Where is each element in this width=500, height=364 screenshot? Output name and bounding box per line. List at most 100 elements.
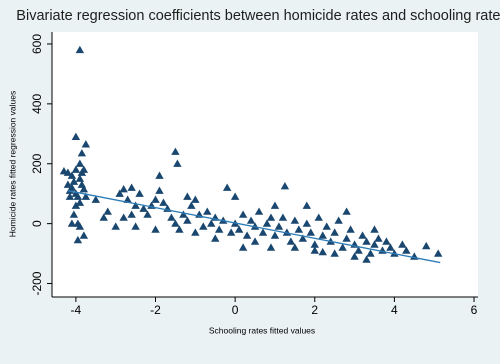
point [310, 240, 319, 248]
point [71, 132, 81, 140]
point [230, 192, 240, 200]
x-tick-label: 2 [311, 303, 318, 317]
y-axis-title: Homicide rates fitted regression values [7, 91, 17, 237]
point [81, 140, 91, 148]
point [63, 168, 73, 176]
point [433, 249, 443, 257]
point [390, 249, 399, 257]
point [135, 189, 144, 197]
point [302, 201, 312, 209]
x-tick-label: 0 [232, 303, 239, 317]
point [119, 185, 128, 193]
point [103, 207, 112, 215]
point [79, 185, 89, 193]
point [314, 213, 323, 221]
point [250, 222, 260, 230]
point [242, 231, 252, 239]
point [250, 237, 260, 245]
point [342, 207, 351, 215]
chart-title: Bivariate regression coefficients betwee… [16, 8, 500, 24]
point [71, 201, 81, 209]
point [310, 246, 319, 254]
point [75, 222, 85, 230]
point [191, 228, 200, 236]
point [338, 243, 347, 251]
point [75, 198, 85, 206]
point [294, 225, 304, 233]
point [318, 231, 327, 239]
point [330, 228, 339, 236]
point [342, 234, 351, 242]
point [398, 240, 407, 248]
point [354, 246, 363, 254]
y-tick-label: -200 [30, 271, 44, 295]
point [386, 243, 395, 251]
point [73, 235, 83, 244]
point [215, 225, 224, 233]
point [246, 216, 256, 224]
point [207, 219, 216, 227]
point [358, 231, 367, 239]
point [75, 45, 85, 54]
point [362, 237, 371, 245]
point [254, 207, 264, 215]
point [179, 210, 188, 218]
point [203, 207, 212, 215]
point [115, 189, 124, 197]
point [266, 213, 276, 221]
y-tick-label: 400 [30, 94, 44, 114]
point [131, 222, 140, 230]
point [63, 180, 73, 188]
point [370, 225, 379, 233]
point [171, 219, 180, 227]
x-tick-label: 4 [391, 303, 398, 317]
point [286, 237, 296, 245]
point [151, 225, 160, 233]
point [151, 195, 160, 203]
y-tick-label: 200 [30, 153, 44, 173]
point [73, 192, 83, 200]
x-axis-title: Schooling rates fitted values [209, 325, 315, 335]
point [159, 198, 168, 206]
point [155, 186, 164, 194]
point [330, 249, 339, 257]
point [270, 201, 280, 209]
point [402, 246, 411, 254]
point [266, 243, 276, 251]
point [65, 192, 75, 200]
point [346, 225, 355, 233]
point [298, 234, 308, 242]
point [258, 228, 268, 236]
point [370, 240, 379, 248]
x-tick-label: -2 [150, 303, 161, 317]
point [139, 204, 148, 212]
point [290, 216, 300, 224]
y-tick-label: 0 [30, 220, 44, 227]
x-tick-label: 6 [471, 303, 478, 317]
point [322, 222, 331, 230]
x-tick-label: -4 [71, 303, 82, 317]
point [238, 210, 248, 218]
point [362, 255, 371, 263]
point [67, 171, 77, 179]
point [274, 222, 284, 230]
point [131, 201, 140, 209]
point [175, 225, 184, 233]
point [199, 222, 208, 230]
point [280, 182, 290, 190]
point [290, 243, 300, 251]
point [119, 213, 128, 221]
point [143, 210, 152, 218]
point [191, 195, 200, 203]
point [318, 247, 327, 256]
point [374, 234, 383, 242]
y-tick-label: 600 [30, 34, 44, 54]
point [226, 228, 236, 236]
point [302, 219, 312, 227]
point [127, 183, 136, 191]
point [187, 201, 196, 209]
point [382, 237, 391, 245]
point [366, 249, 375, 257]
point [127, 210, 136, 218]
